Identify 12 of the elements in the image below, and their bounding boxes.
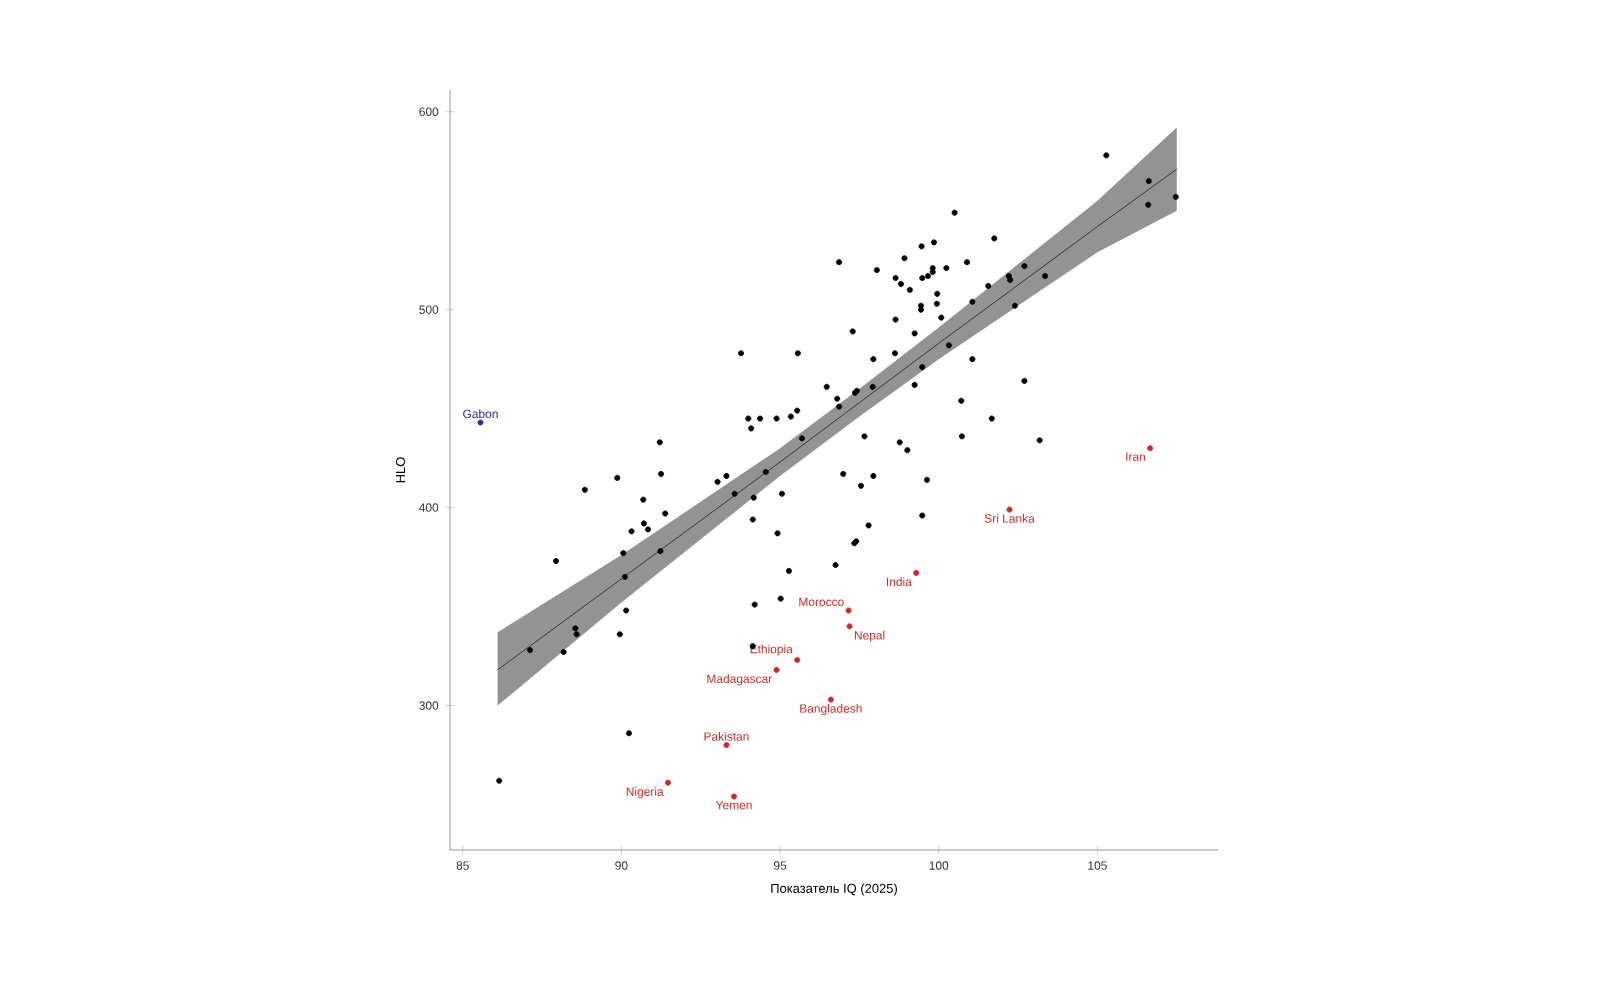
point	[913, 569, 920, 576]
point	[773, 666, 780, 673]
point	[846, 623, 853, 630]
point	[731, 793, 738, 800]
point	[723, 742, 730, 749]
point	[827, 696, 834, 703]
point	[845, 607, 852, 614]
point	[794, 657, 801, 663]
point	[1147, 445, 1154, 452]
point	[477, 419, 484, 426]
point	[665, 779, 672, 786]
point	[1006, 506, 1013, 513]
